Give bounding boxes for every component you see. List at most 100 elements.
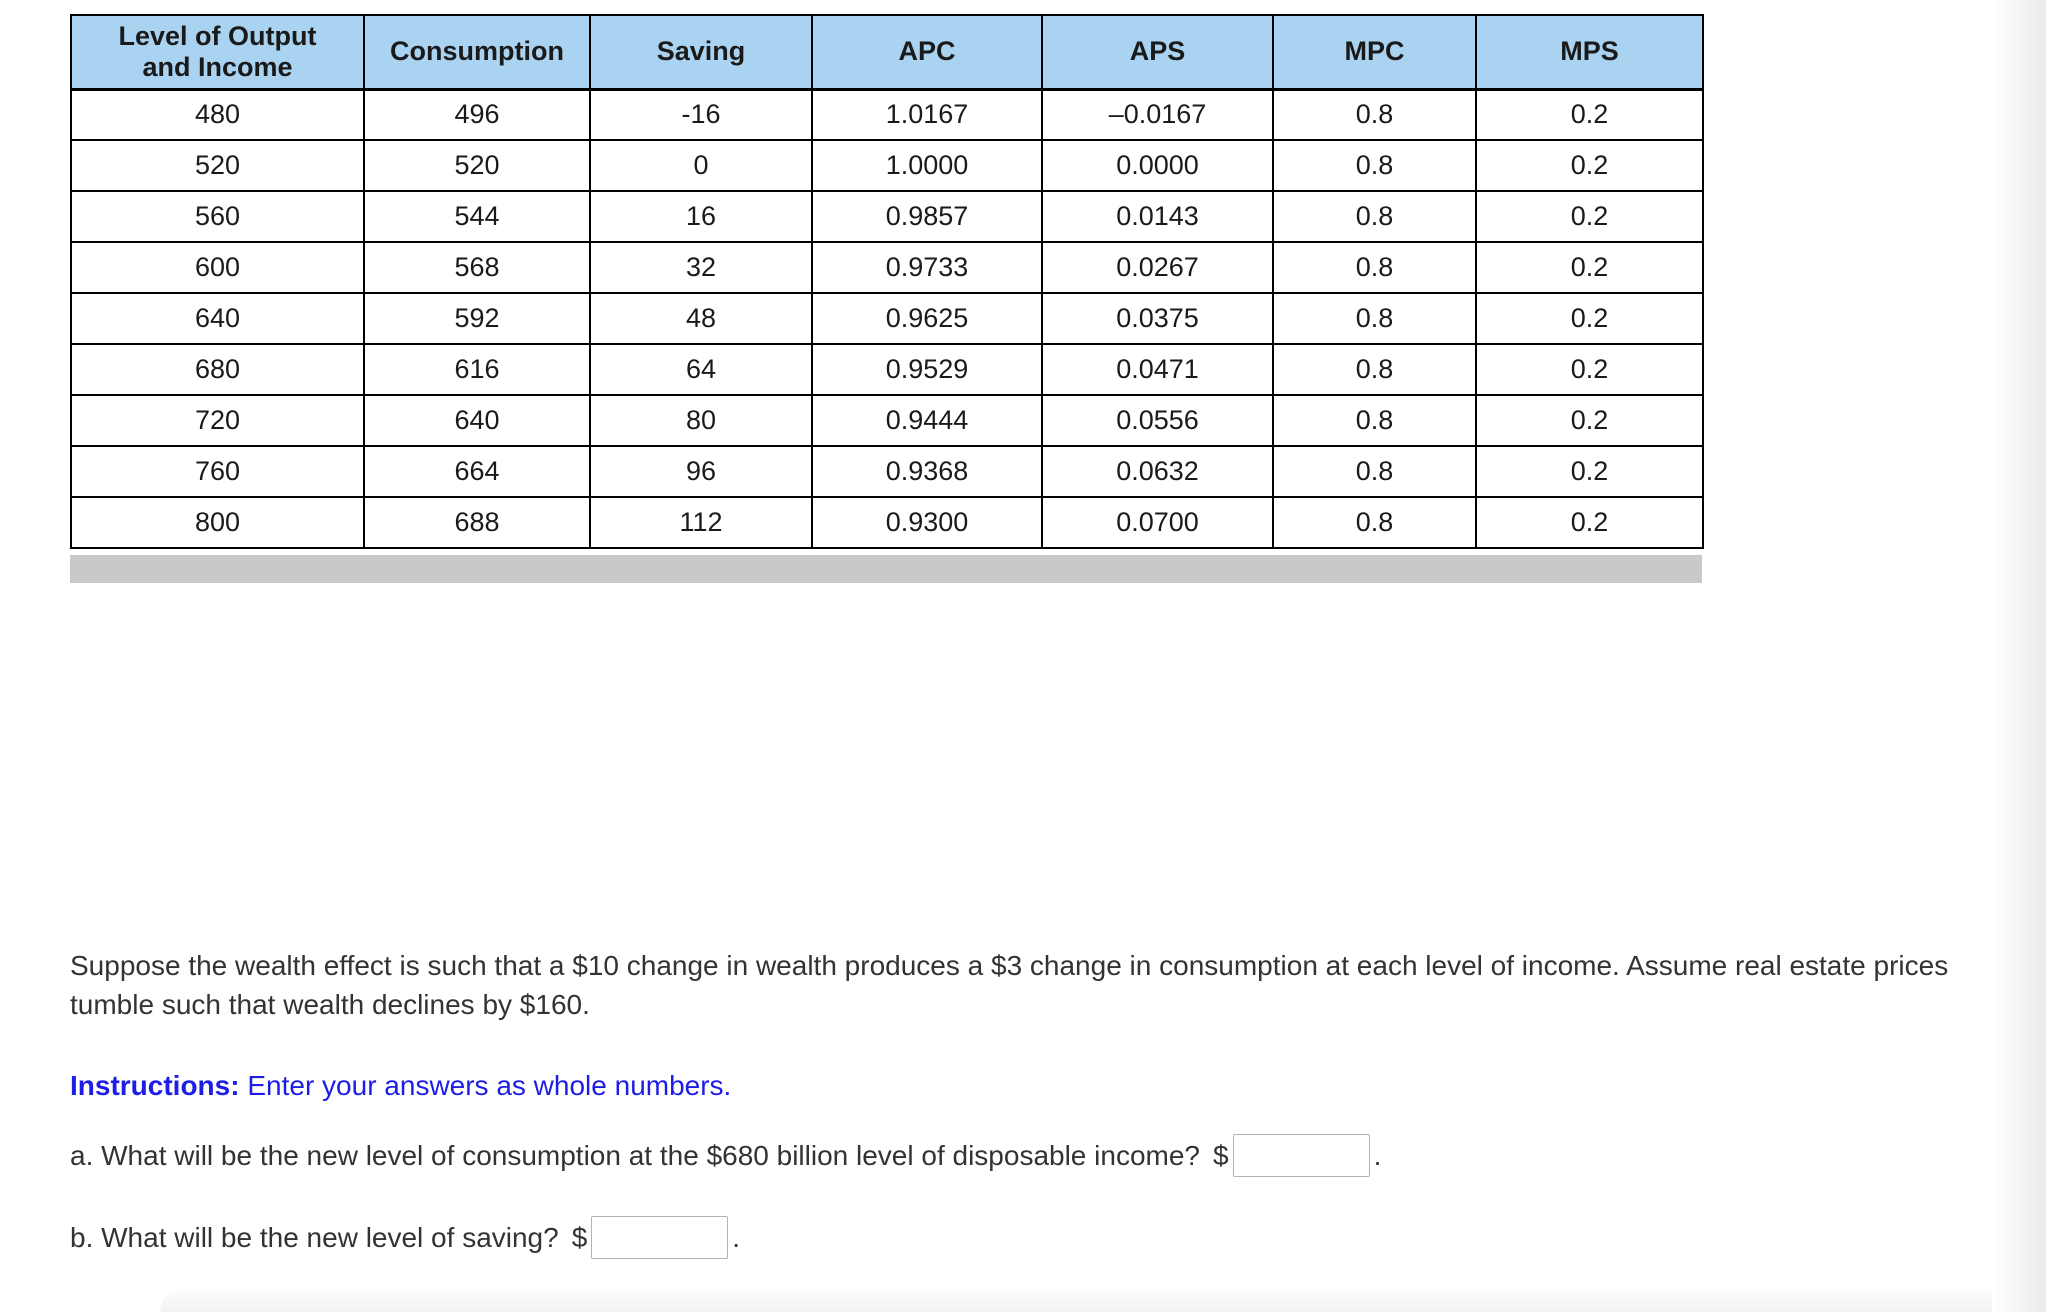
column-header: Consumption <box>363 14 591 91</box>
table-cell: 0.2 <box>1475 445 1704 498</box>
horizontal-scrollbar-track[interactable] <box>70 555 1702 583</box>
bottom-edge-shadow <box>160 1286 1992 1312</box>
table-cell: 0.2 <box>1475 88 1704 141</box>
table-cell: 0.2 <box>1475 343 1704 396</box>
table-row: 520 520 0 1.0000 0.0000 0.8 0.2 <box>70 139 1704 192</box>
table-cell: 0.9368 <box>811 445 1043 498</box>
answer-a-input[interactable] <box>1232 1134 1370 1177</box>
scenario-paragraph: Suppose the wealth effect is such that a… <box>70 950 1949 1020</box>
table-cell: 480 <box>70 88 365 141</box>
table-cell: 48 <box>589 292 813 345</box>
consumption-schedule-table: Level of Output and Income Consumption Sav… <box>70 14 1704 549</box>
table-cell: 616 <box>363 343 591 396</box>
table-cell: 0.9529 <box>811 343 1043 396</box>
table-row: 640 592 48 0.9625 0.0375 0.8 0.2 <box>70 292 1704 345</box>
question-a-period: . <box>1373 1139 1382 1171</box>
table-cell: 568 <box>363 241 591 294</box>
table-cell: 664 <box>363 445 591 498</box>
column-header-label: Consumption <box>390 36 564 67</box>
table-cell: 544 <box>363 190 591 243</box>
table-cell: 0.8 <box>1272 292 1477 345</box>
table-cell: 1.0000 <box>811 139 1043 192</box>
table-cell: 720 <box>70 394 365 447</box>
table-cell: 0.2 <box>1475 496 1704 549</box>
column-header: Saving <box>589 14 813 91</box>
table-cell: 520 <box>363 139 591 192</box>
table-row: 720 640 80 0.9444 0.0556 0.8 0.2 <box>70 394 1704 447</box>
table-cell: 0.2 <box>1475 241 1704 294</box>
table-cell: 0.0471 <box>1041 343 1274 396</box>
column-header-label: Saving <box>656 36 746 67</box>
table-cell: 680 <box>70 343 365 396</box>
table-row: 560 544 16 0.9857 0.0143 0.8 0.2 <box>70 190 1704 243</box>
question-a: a. What will be the new level of consump… <box>70 1134 1381 1177</box>
column-header: Level of Output and Income <box>70 14 365 91</box>
table-cell: 0.0632 <box>1041 445 1274 498</box>
table-cell: 0.2 <box>1475 139 1704 192</box>
table-cell: 0.8 <box>1272 241 1477 294</box>
table-cell: 16 <box>589 190 813 243</box>
table-cell: 0.8 <box>1272 496 1477 549</box>
table-body: 480 496 -16 1.0167 –0.0167 0.8 0.2 520 520 0 1.000… <box>70 88 1704 549</box>
table-cell: 0.2 <box>1475 190 1704 243</box>
question-b-text: b. What will be the new level of saving? <box>70 1221 559 1253</box>
table-cell: 0.8 <box>1272 88 1477 141</box>
column-header-label: MPS <box>1560 36 1619 67</box>
table-cell: 80 <box>589 394 813 447</box>
table-row: 480 496 -16 1.0167 –0.0167 0.8 0.2 <box>70 88 1704 141</box>
instructions-text: Enter your answers as whole numbers. <box>239 1070 732 1101</box>
table-cell: 0.0700 <box>1041 496 1274 549</box>
question-b: b. What will be the new level of saving?… <box>70 1216 740 1259</box>
table-cell: 0.8 <box>1272 190 1477 243</box>
table-cell: 0.8 <box>1272 139 1477 192</box>
table-cell: 96 <box>589 445 813 498</box>
column-header-label: MPC <box>1344 36 1405 67</box>
table-cell: 0.0267 <box>1041 241 1274 294</box>
table-cell: 0.9300 <box>811 496 1043 549</box>
table-cell: 0.0556 <box>1041 394 1274 447</box>
question-a-text: a. What will be the new level of consump… <box>70 1139 1200 1171</box>
table-cell: 592 <box>363 292 591 345</box>
table-cell: 0 <box>589 139 813 192</box>
table-cell: 0.0143 <box>1041 190 1274 243</box>
table-cell: 0.9625 <box>811 292 1043 345</box>
table-cell: 0.8 <box>1272 394 1477 447</box>
table-cell: 0.0000 <box>1041 139 1274 192</box>
table-cell: 640 <box>363 394 591 447</box>
column-header-label: APC <box>898 36 956 67</box>
table-cell: 0.0375 <box>1041 292 1274 345</box>
table-cell: 112 <box>589 496 813 549</box>
table-cell: 600 <box>70 241 365 294</box>
column-header: APC <box>811 14 1043 91</box>
column-header-label: APS <box>1129 36 1186 67</box>
table-cell: 0.9857 <box>811 190 1043 243</box>
table-cell: 496 <box>363 88 591 141</box>
table-cell: 64 <box>589 343 813 396</box>
table-cell: 1.0167 <box>811 88 1043 141</box>
table-cell: 0.2 <box>1475 292 1704 345</box>
table-cell: 0.9733 <box>811 241 1043 294</box>
column-header: MPS <box>1475 14 1704 91</box>
table-cell: 560 <box>70 190 365 243</box>
table-row: 800 688 112 0.9300 0.0700 0.8 0.2 <box>70 496 1704 549</box>
table-cell: 0.2 <box>1475 394 1704 447</box>
question-b-dollar-sign: $ <box>571 1221 588 1253</box>
table-row: 680 616 64 0.9529 0.0471 0.8 0.2 <box>70 343 1704 396</box>
table-cell: 0.8 <box>1272 445 1477 498</box>
question-a-dollar-sign: $ <box>1213 1139 1229 1171</box>
table-cell: 760 <box>70 445 365 498</box>
instructions-label: Instructions: <box>70 1070 240 1101</box>
table-cell: 688 <box>363 496 591 549</box>
question-b-period: . <box>732 1221 741 1253</box>
column-header: APS <box>1041 14 1274 91</box>
table-cell: 0.8 <box>1272 343 1477 396</box>
column-header: MPC <box>1272 14 1477 91</box>
table-cell: 640 <box>70 292 365 345</box>
table-cell: 800 <box>70 496 365 549</box>
answer-b-input[interactable] <box>591 1216 729 1259</box>
right-edge-shadow <box>1992 0 2046 1312</box>
table-header-row: Level of Output and Income Consumption Sav… <box>70 14 1704 91</box>
table-row: 600 568 32 0.9733 0.0267 0.8 0.2 <box>70 241 1704 294</box>
column-header-label: Level of Output and Income <box>118 20 317 82</box>
